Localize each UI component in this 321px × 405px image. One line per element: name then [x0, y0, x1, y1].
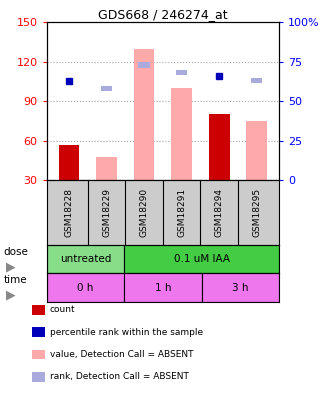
Text: GSM18290: GSM18290	[140, 188, 149, 237]
Bar	[247, 121, 267, 180]
Title: GDS668 / 246274_at: GDS668 / 246274_at	[98, 8, 228, 21]
Text: value, Detection Call = ABSENT: value, Detection Call = ABSENT	[50, 350, 193, 359]
Text: time: time	[3, 275, 27, 285]
Bar	[138, 62, 150, 68]
Bar	[176, 70, 187, 75]
Text: count: count	[50, 305, 75, 314]
Text: 0.1 uM IAA: 0.1 uM IAA	[174, 254, 230, 264]
Bar	[59, 145, 79, 180]
Text: 1 h: 1 h	[155, 283, 171, 292]
Text: GSM18291: GSM18291	[177, 188, 186, 237]
Text: rank, Detection Call = ABSENT: rank, Detection Call = ABSENT	[50, 372, 189, 381]
Text: dose: dose	[3, 247, 28, 257]
Text: GSM18295: GSM18295	[252, 188, 261, 237]
Text: GSM18229: GSM18229	[102, 188, 111, 237]
Text: 3 h: 3 h	[232, 283, 249, 292]
Bar	[251, 78, 263, 83]
Bar	[124, 245, 279, 273]
Text: ▶: ▶	[6, 260, 16, 273]
Bar	[101, 86, 112, 91]
Bar	[171, 88, 192, 180]
Text: GSM18294: GSM18294	[215, 188, 224, 237]
Bar	[47, 245, 124, 273]
Text: GSM18228: GSM18228	[65, 188, 74, 237]
Bar	[96, 157, 117, 180]
Text: percentile rank within the sample: percentile rank within the sample	[50, 328, 203, 337]
Bar	[209, 115, 230, 180]
Text: ▶: ▶	[6, 288, 16, 301]
Text: 0 h: 0 h	[77, 283, 93, 292]
Text: untreated: untreated	[60, 254, 111, 264]
Bar	[134, 49, 154, 180]
Bar	[202, 273, 279, 302]
Bar	[124, 273, 202, 302]
Bar	[47, 273, 124, 302]
